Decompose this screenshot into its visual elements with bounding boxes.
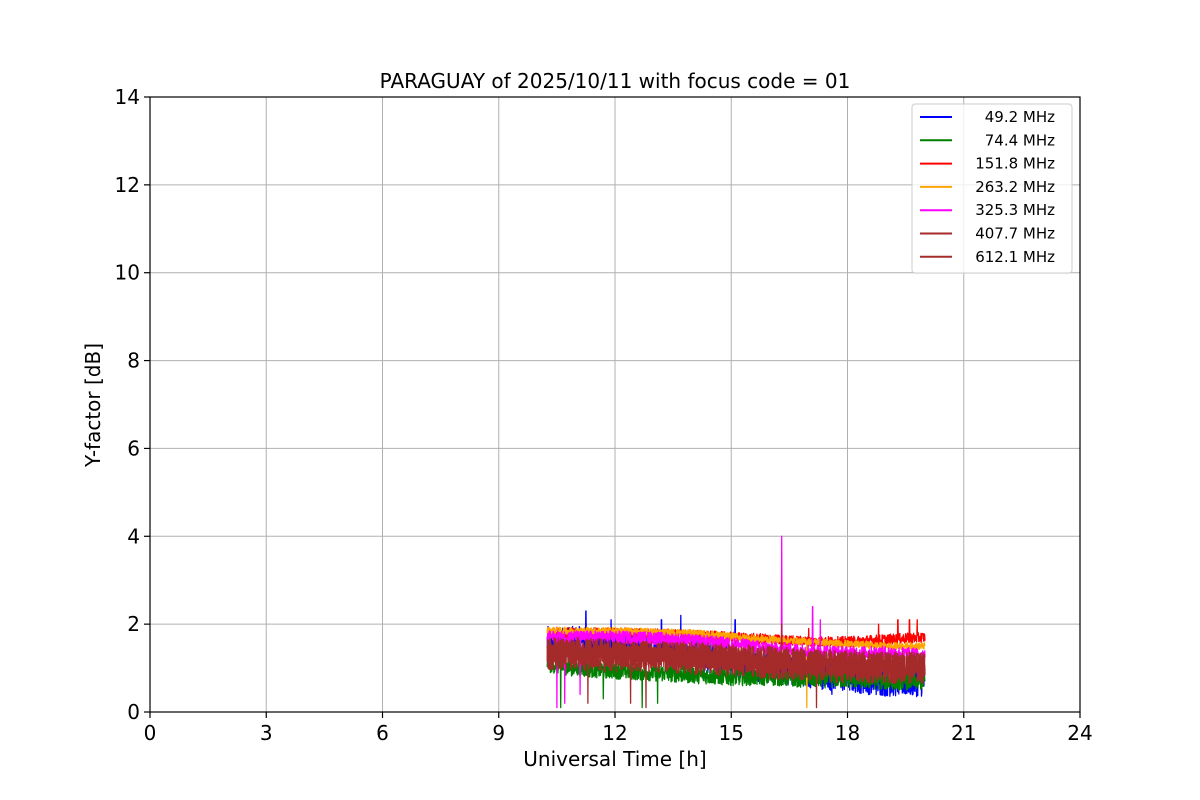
x-tick-label: 9 [492, 721, 505, 745]
x-tick-label: 6 [376, 721, 389, 745]
x-tick-label: 3 [260, 721, 273, 745]
x-tick-label: 0 [144, 721, 157, 745]
legend-label: 325.3 MHz [975, 201, 1055, 219]
y-tick-label: 0 [127, 700, 140, 724]
y-tick-label: 2 [127, 612, 140, 636]
x-tick-label: 21 [951, 721, 976, 745]
x-tick-label: 12 [602, 721, 627, 745]
x-tick-label: 24 [1067, 721, 1092, 745]
legend-label: 407.7 MHz [975, 225, 1055, 243]
y-axis-label: Y-factor [dB] [81, 343, 105, 468]
y-tick-label: 8 [127, 349, 140, 373]
x-tick-label: 15 [719, 721, 744, 745]
legend-label: 49.2 MHz [985, 108, 1055, 126]
legend-label: 612.1 MHz [975, 248, 1055, 266]
legend-label: 74.4 MHz [985, 131, 1055, 149]
y-tick-label: 4 [127, 524, 140, 548]
y-tick-label: 14 [115, 85, 140, 109]
series-line-3 [546, 626, 926, 709]
y-tick-label: 12 [115, 173, 140, 197]
legend-label: 263.2 MHz [975, 178, 1055, 196]
series-line-6 [546, 623, 926, 704]
series-layer [546, 535, 926, 709]
x-axis-label: Universal Time [h] [523, 747, 706, 771]
legend: 49.2 MHz 74.4 MHz 151.8 MHz 263.2 MHz 325.3 … [911, 103, 1073, 274]
y-tick-label: 10 [115, 261, 140, 285]
legend-label: 151.8 MHz [975, 155, 1055, 173]
y-tick-label: 6 [127, 436, 140, 460]
x-tick-label: 18 [835, 721, 860, 745]
legend-box [911, 103, 1073, 274]
series-line-5 [546, 639, 926, 709]
chart-title: PARAGUAY of 2025/10/11 with focus code =… [380, 69, 851, 93]
